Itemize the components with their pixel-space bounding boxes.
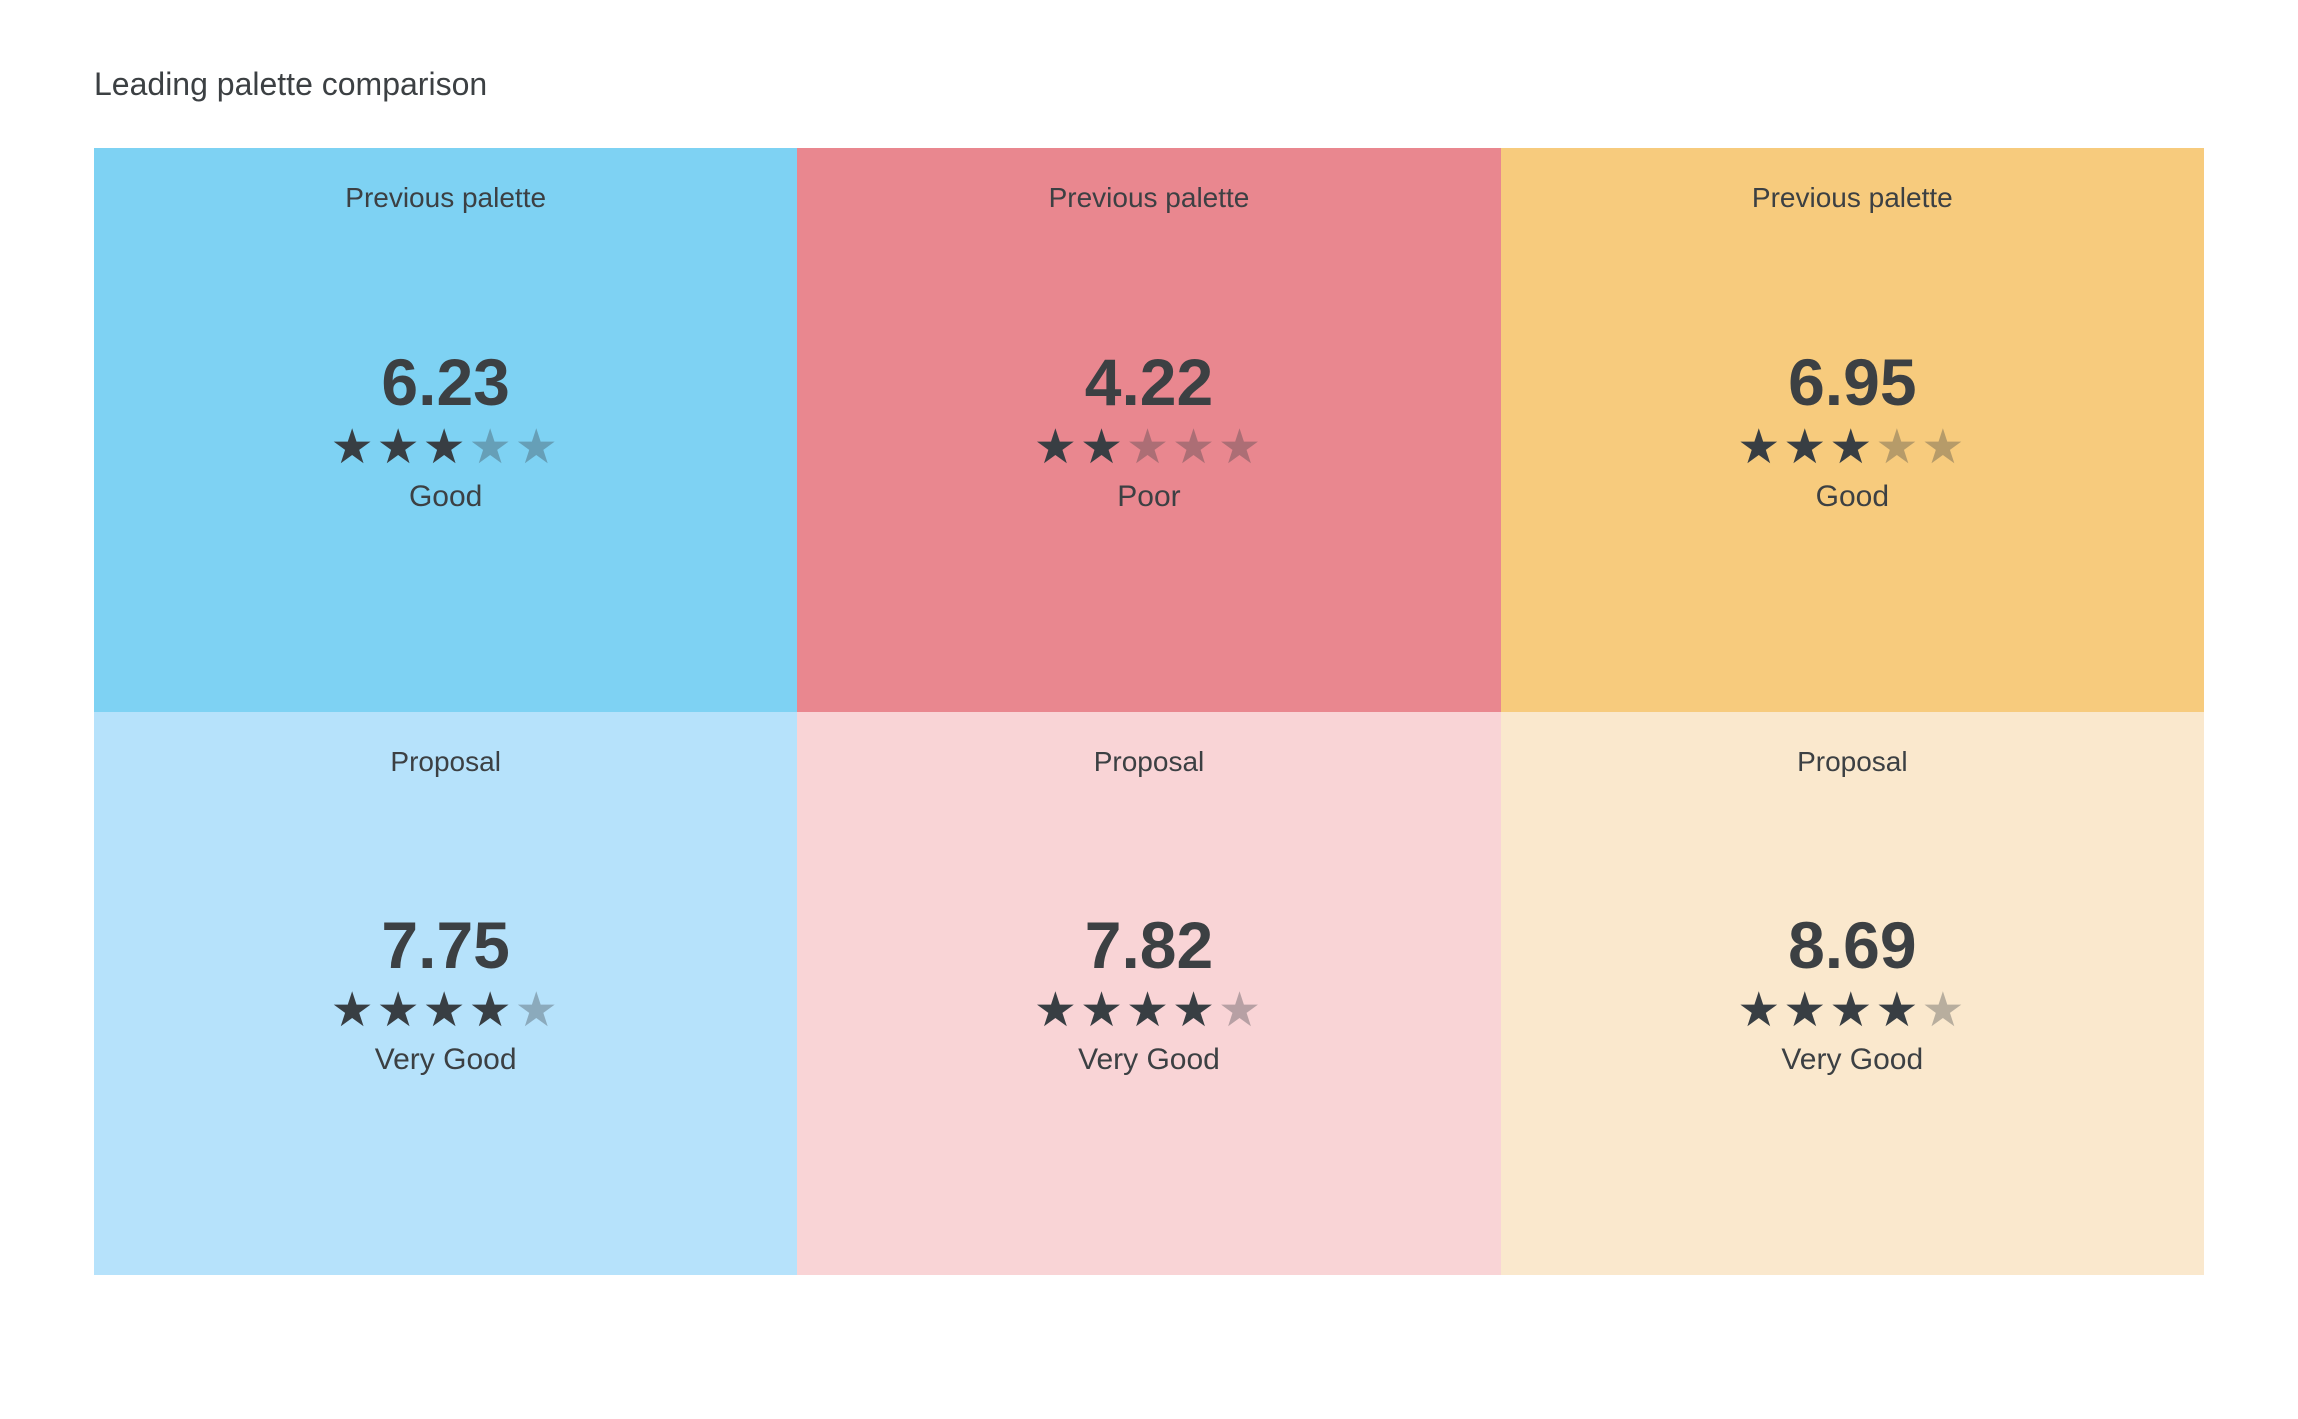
rating-label: Poor (1117, 479, 1181, 513)
cell-label: Proposal (1797, 745, 1908, 777)
palette-comparison-grid: Previous palette 6.23 ★★★★★ Good Previou… (94, 148, 2204, 1275)
score-value: 8.69 (1788, 908, 1917, 983)
star-filled-icon: ★ (1172, 984, 1219, 1038)
star-empty-icon: ★ (514, 984, 561, 1038)
scorecard-previous-blue: Previous palette 6.23 ★★★★★ Good (94, 148, 798, 712)
star-filled-icon: ★ (1033, 420, 1080, 474)
score-block: 8.69 ★★★★★ Very Good (1737, 909, 1967, 1077)
scorecard-proposal-blue: Proposal 7.75 ★★★★★ Very Good (94, 711, 798, 1275)
score-block: 7.75 ★★★★★ Very Good (331, 909, 561, 1077)
star-empty-icon: ★ (468, 420, 515, 474)
star-empty-icon: ★ (1218, 984, 1265, 1038)
star-filled-icon: ★ (1875, 984, 1922, 1038)
star-rating: ★★★★★ (1737, 420, 1968, 474)
rating-label: Good (1815, 479, 1889, 513)
star-rating: ★★★★★ (1033, 420, 1265, 474)
star-filled-icon: ★ (330, 420, 377, 474)
cell-label: Previous palette (1751, 182, 1953, 213)
star-filled-icon: ★ (376, 420, 423, 474)
star-filled-icon: ★ (1783, 984, 1830, 1038)
star-filled-icon: ★ (422, 420, 469, 474)
star-rating: ★★★★★ (330, 420, 561, 474)
star-empty-icon: ★ (1875, 420, 1922, 474)
score-value: 7.75 (381, 908, 510, 983)
star-filled-icon: ★ (330, 984, 377, 1038)
star-filled-icon: ★ (422, 984, 469, 1038)
score-value: 4.22 (1084, 344, 1214, 419)
star-filled-icon: ★ (1783, 420, 1830, 474)
star-empty-icon: ★ (1172, 420, 1219, 474)
star-filled-icon: ★ (468, 984, 515, 1038)
cell-label: Proposal (1093, 745, 1205, 777)
star-filled-icon: ★ (1829, 420, 1876, 474)
rating-label: Very Good (374, 1043, 517, 1077)
star-empty-icon: ★ (1921, 420, 1968, 474)
cell-label: Previous palette (345, 182, 547, 213)
scorecard-proposal-cream: Proposal 8.69 ★★★★★ Very Good (1500, 711, 2204, 1275)
page-title: Leading palette comparison (94, 66, 488, 102)
scorecard-proposal-pink: Proposal 7.82 ★★★★★ Very Good (797, 711, 1501, 1275)
cell-label: Previous palette (1048, 182, 1250, 213)
star-filled-icon: ★ (1079, 984, 1126, 1038)
star-filled-icon: ★ (1829, 984, 1876, 1038)
star-filled-icon: ★ (376, 984, 423, 1038)
rating-label: Very Good (1078, 1043, 1220, 1077)
score-block: 6.95 ★★★★★ Good (1737, 346, 1967, 514)
score-block: 6.23 ★★★★★ Good (331, 346, 561, 514)
rating-label: Very Good (1781, 1043, 1924, 1077)
rating-label: Good (408, 479, 483, 513)
score-block: 4.22 ★★★★★ Poor (1034, 346, 1264, 514)
score-value: 6.95 (1788, 344, 1917, 419)
star-filled-icon: ★ (1033, 984, 1080, 1038)
star-filled-icon: ★ (1079, 420, 1126, 474)
star-empty-icon: ★ (514, 420, 561, 474)
star-filled-icon: ★ (1737, 984, 1784, 1038)
star-rating: ★★★★★ (331, 985, 561, 1037)
score-value: 6.23 (381, 344, 510, 419)
score-block: 7.82 ★★★★★ Very Good (1034, 909, 1264, 1077)
star-rating: ★★★★★ (1737, 985, 1967, 1037)
scorecard-previous-red: Previous palette 4.22 ★★★★★ Poor (797, 148, 1501, 712)
star-filled-icon: ★ (1125, 984, 1172, 1038)
star-empty-icon: ★ (1921, 984, 1968, 1038)
star-empty-icon: ★ (1218, 420, 1265, 474)
score-value: 7.82 (1084, 908, 1214, 983)
star-filled-icon: ★ (1737, 420, 1784, 474)
scorecard-previous-orange: Previous palette 6.95 ★★★★★ Good (1500, 148, 2204, 712)
star-empty-icon: ★ (1125, 420, 1172, 474)
star-rating: ★★★★★ (1034, 985, 1264, 1037)
cell-label: Proposal (390, 745, 501, 777)
